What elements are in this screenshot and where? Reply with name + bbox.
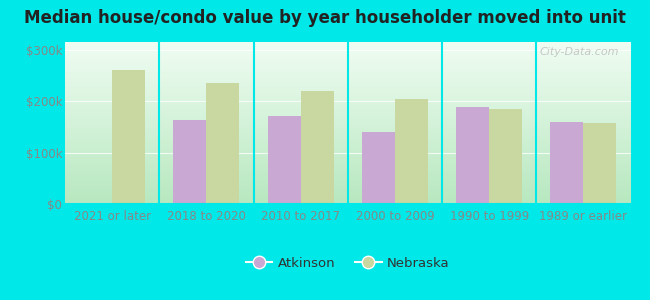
Bar xyxy=(395,99,428,204)
Text: Median house/condo value by year householder moved into unit: Median house/condo value by year househo… xyxy=(24,9,626,27)
Legend: Atkinson, Nebraska: Atkinson, Nebraska xyxy=(240,252,455,275)
Bar xyxy=(584,123,616,204)
Bar xyxy=(207,83,239,204)
Bar xyxy=(551,122,584,204)
Bar xyxy=(174,120,206,204)
Text: City-Data.com: City-Data.com xyxy=(540,47,619,57)
Bar xyxy=(362,132,395,204)
Bar xyxy=(112,70,145,204)
Bar xyxy=(456,107,489,204)
Bar xyxy=(300,91,333,204)
Bar xyxy=(489,109,522,204)
Bar xyxy=(268,116,300,204)
